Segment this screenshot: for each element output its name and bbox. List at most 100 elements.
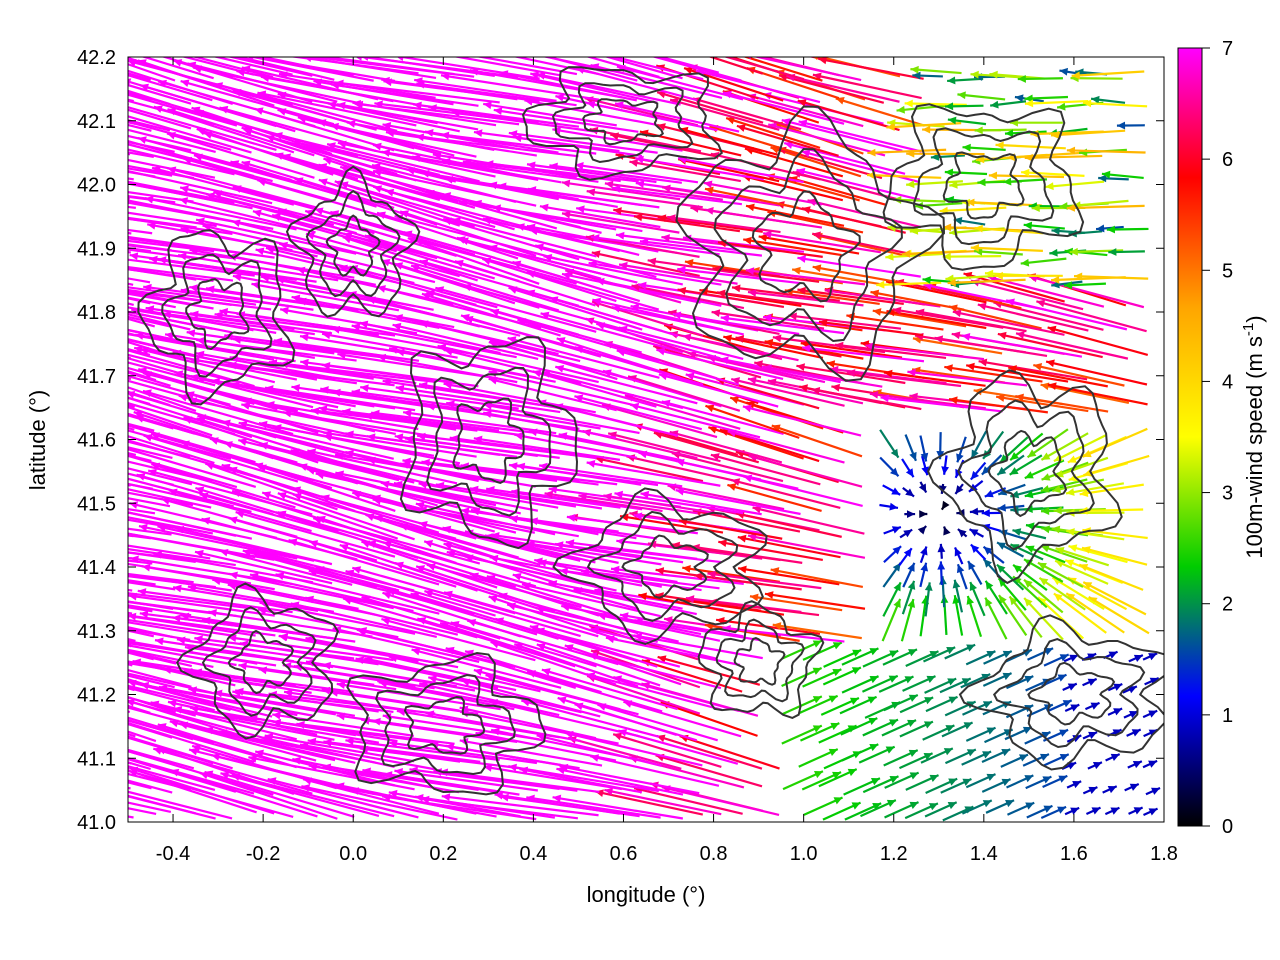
wind-vector-head (1091, 807, 1101, 815)
wind-vector-shaft (552, 128, 683, 152)
wind-vector-shaft (158, 685, 314, 717)
wind-vector-head (745, 267, 755, 276)
wind-vector-head (731, 284, 741, 293)
wind-vector-shaft (128, 534, 134, 538)
wind-vector-head (832, 771, 842, 779)
wind-vector-head (951, 331, 961, 340)
wind-vector-shaft (711, 310, 825, 330)
wind-vector-head (1116, 121, 1126, 130)
wind-vector-shaft (128, 69, 234, 105)
wind-vector-shaft (707, 57, 764, 75)
wind-vector-head (971, 449, 979, 459)
wind-vector-head (912, 71, 921, 80)
wind-vector-shaft (439, 622, 576, 668)
wind-vector-head (149, 255, 158, 264)
wind-vector-shaft (811, 232, 921, 258)
wind-vector-shaft (232, 337, 397, 361)
wind-vector-shaft (682, 334, 799, 362)
wind-vector-head (604, 180, 614, 189)
wind-vector-head (189, 284, 198, 293)
wind-vector-head (61, 609, 70, 617)
wind-vector-head (1024, 153, 1033, 162)
wind-vector-shaft (439, 770, 600, 794)
wind-vector-head (372, 497, 382, 505)
wind-vector-shaft (128, 371, 171, 387)
wind-vector-head (707, 570, 716, 579)
wind-vector-head (1010, 451, 1019, 461)
wind-vector-head (70, 534, 79, 542)
wind-vector-shaft (128, 170, 156, 178)
wind-vector-head (1018, 754, 1028, 762)
wind-vector-head (799, 384, 809, 392)
wind-vector-head (62, 696, 71, 703)
wind-vector-head (641, 681, 651, 690)
wind-vector-head (6, 510, 15, 518)
wind-vector-head (612, 184, 621, 193)
wind-vector-shaft (507, 336, 660, 379)
wind-vector-shaft (213, 691, 356, 717)
wind-vector-head (147, 221, 156, 230)
x-tick-label: 0.0 (339, 843, 367, 865)
wind-vector-shaft (220, 772, 380, 817)
wind-vector-head (396, 57, 404, 62)
wind-vector-head (383, 771, 393, 779)
wind-vector-shaft (381, 795, 537, 821)
wind-vector-head (0, 388, 6, 396)
wind-vector-shaft (172, 586, 319, 612)
wind-vector-head (1024, 94, 1033, 103)
wind-vector-head (335, 79, 344, 88)
wind-vector-shaft (656, 91, 764, 124)
wind-vector-head (660, 39, 669, 46)
wind-vector-shaft (661, 186, 780, 207)
wind-vector-head (565, 539, 575, 547)
wind-vector-head (194, 635, 203, 644)
wind-vector-shaft (658, 373, 779, 408)
wind-vector-head (128, 592, 138, 601)
wind-vector-shaft (128, 730, 157, 743)
wind-vector-head (327, 142, 336, 150)
wind-vector-head (320, 386, 329, 394)
wind-vector-head (594, 587, 603, 595)
wind-vector-shaft (167, 108, 315, 157)
wind-vector-head (541, 668, 551, 676)
wind-vector-head (949, 396, 958, 405)
wind-vector-head (1072, 781, 1082, 789)
wind-vector-shaft (128, 180, 235, 204)
wind-vector-head (57, 143, 66, 151)
wind-vector-shaft (377, 680, 540, 712)
wind-vector-head (1040, 485, 1050, 493)
wind-vector-head (548, 485, 558, 494)
wind-vector-shaft (704, 187, 799, 209)
wind-vector-shaft (128, 594, 275, 617)
wind-vector-head (354, 100, 364, 109)
wind-vector-shaft (722, 626, 845, 643)
wind-vector-head (1148, 808, 1158, 816)
wind-vector-shaft (188, 398, 354, 437)
wind-vector-head (955, 485, 964, 494)
wind-vector-head (763, 313, 772, 322)
wind-vector-shaft (296, 722, 455, 745)
wind-vector-head (467, 38, 476, 46)
wind-vector-head (1087, 678, 1097, 686)
wind-vector-shaft (354, 57, 519, 79)
wind-vector-shaft (342, 236, 478, 282)
wind-vector-head (1055, 547, 1065, 555)
wind-vector-shaft (1036, 300, 1147, 333)
wind-vector-head (59, 716, 68, 724)
wind-vector-shaft (278, 242, 436, 284)
wind-vector-head (1068, 544, 1078, 552)
wind-vector-head (282, 409, 292, 418)
wind-vector-shaft (771, 424, 863, 458)
wind-vector-shaft (699, 289, 802, 307)
wind-vector-shaft (748, 454, 863, 488)
wind-vector-head (469, 485, 479, 494)
wind-vector-shaft (196, 417, 338, 463)
wind-vector-shaft (459, 706, 597, 740)
wind-vector-head (1027, 449, 1037, 458)
wind-vector-head (592, 297, 602, 306)
wind-vector-shaft (772, 336, 886, 354)
wind-vector-head (970, 244, 980, 252)
wind-vector-head (1088, 786, 1098, 794)
wind-vector-head (485, 160, 494, 168)
